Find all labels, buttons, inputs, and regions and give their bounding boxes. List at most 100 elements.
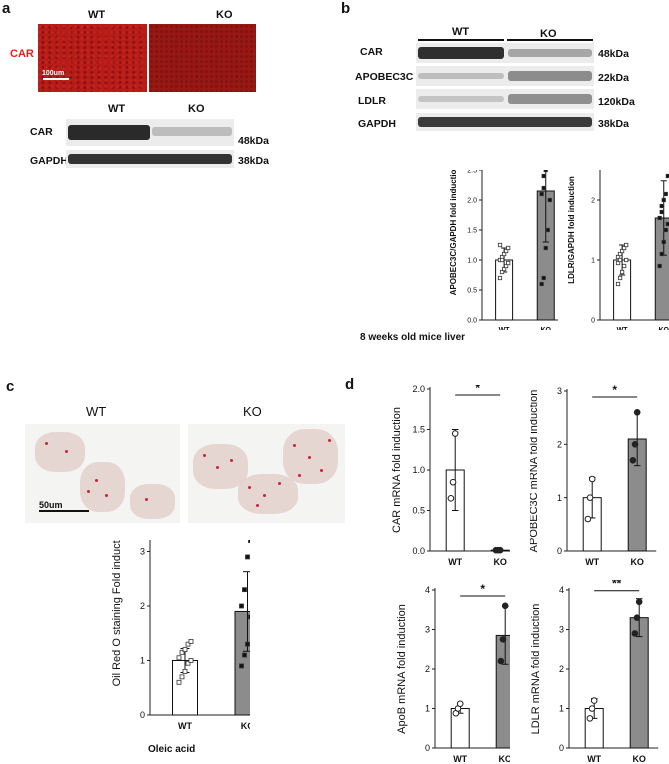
stain-wt-label: WT [88, 9, 106, 21]
x-tick-label-ko: KO [659, 327, 669, 330]
data-point [185, 660, 191, 666]
data-point [624, 257, 629, 263]
y-axis-label: APOBEC3C/GAPDH fold induction [449, 170, 458, 295]
y-tick-label: 3 [140, 547, 145, 557]
data-point [496, 546, 504, 554]
blot-a-gapdh-strip [66, 150, 234, 168]
data-point [590, 697, 598, 704]
y-tick-label: 2.0 [467, 197, 477, 204]
chart-apobec3c-gapdh: 0.00.51.01.52.02.53.0WTKO***APOBEC3C/GAP… [449, 170, 558, 330]
y-tick-label: 2 [557, 439, 562, 449]
y-tick-label: 0 [557, 546, 562, 556]
data-point [248, 614, 250, 620]
x-tick-label-wt: WT [499, 327, 511, 330]
x-tick-label-ko: KO [630, 557, 644, 567]
data-point [506, 245, 511, 251]
blot-b-row-label-gapdh: GAPDH [358, 118, 396, 130]
data-point [622, 263, 627, 269]
blot-b-ko-label: KO [540, 28, 557, 40]
blot-a-car-strip [66, 119, 234, 146]
data-point [185, 641, 191, 647]
blot-b-row-label-car: CAR [360, 46, 383, 58]
x-tick-label-ko: KO [241, 721, 250, 731]
y-axis-label: ApoB mRNA fold induction [396, 604, 408, 734]
x-tick-label-wt: WT [617, 327, 629, 330]
car-stain-ko-image [149, 24, 256, 92]
x-tick-label-ko: KO [493, 557, 507, 567]
y-tick-label: 0.5 [467, 287, 477, 294]
significance-label: * [475, 385, 480, 395]
y-tick-label: 3 [557, 386, 562, 396]
scale-bar-c [39, 510, 89, 512]
oil-red-o-wt-image: 50um [25, 424, 180, 523]
data-point [451, 430, 459, 437]
y-tick-label: 2 [559, 664, 564, 674]
panel-b-caption: 8 weeks old mice liver [360, 332, 466, 343]
x-tick-label-ko: KO [632, 754, 646, 764]
data-point [182, 668, 188, 674]
y-tick-label: 1.5 [467, 227, 477, 234]
y-tick-label: 3 [559, 625, 564, 635]
x-tick-label-wt: WT [448, 557, 462, 567]
data-point [176, 655, 182, 661]
chart-car-gapdh: 0.000.250.500.751.001.251.50WTKO***CAR/G… [318, 170, 430, 330]
scale-bar-c-label: 50um [39, 500, 63, 510]
blot-b-gapdh-strip [416, 113, 594, 131]
blot-b-ko-bar [507, 39, 593, 41]
blot-b-car-strip [416, 43, 594, 63]
data-point [239, 663, 244, 669]
x-tick-label-wt: WT [587, 754, 601, 764]
x-tick-label-ko: KO [541, 327, 552, 330]
data-point [245, 641, 250, 647]
data-point [449, 478, 457, 486]
data-point [501, 602, 509, 610]
data-point [617, 257, 623, 263]
significance-label: * [612, 385, 617, 397]
data-point [245, 554, 250, 560]
x-tick-label-wt: WT [178, 721, 192, 731]
data-point [456, 700, 464, 708]
y-tick-label: 2 [140, 601, 145, 611]
y-tick-label: 1 [591, 257, 595, 264]
data-point [586, 715, 594, 722]
y-tick-label: 0 [140, 710, 145, 720]
y-tick-label: 2.5 [467, 170, 477, 174]
data-point [543, 170, 548, 173]
car-stain-label: CAR [10, 48, 34, 60]
x-tick-label-ko: KO [498, 754, 510, 764]
y-tick-label: 3 [425, 625, 430, 635]
data-point [659, 203, 664, 209]
y-axis-label: APOBEC3C mRNA fold induction [530, 390, 540, 553]
data-point [447, 495, 455, 502]
data-point [497, 275, 503, 281]
blot-a-wt-label: WT [108, 103, 126, 115]
y-axis-label: Oil Red O staining Fold induction [111, 540, 123, 686]
data-point [188, 658, 194, 663]
y-tick-label: 0 [559, 743, 564, 753]
data-point [541, 275, 546, 281]
data-point [239, 603, 244, 609]
y-tick-label: 4 [425, 585, 430, 595]
y-tick-label: 0.5 [412, 506, 425, 516]
data-point [659, 209, 664, 215]
blot-b-kda-gapdh: 38kDa [598, 118, 629, 130]
chart-apobec3c-mrna: 0 1 2 3 WT KO * APOBEC3C mRNA fold induction [530, 385, 657, 567]
data-point [663, 191, 668, 197]
blot-b-wt-bar [418, 39, 504, 41]
data-point [663, 227, 668, 233]
data-point [586, 494, 594, 501]
data-point [506, 260, 511, 266]
y-tick-label: 2.0 [412, 385, 425, 394]
chart-apob-mrna: 0 1 2 3 4 WT KO * ApoB mRNA fold induction [396, 582, 510, 764]
bar-ko [654, 217, 669, 321]
data-point [661, 239, 666, 245]
blot-a-row-label-car: CAR [30, 126, 53, 138]
data-point [176, 679, 182, 685]
y-tick-label: 1.0 [467, 257, 477, 264]
data-point [617, 275, 623, 281]
photo-ko-label: KO [243, 404, 262, 419]
panel-label-c: c [6, 378, 15, 395]
panel-label-a: a [2, 0, 11, 17]
data-point [539, 281, 544, 287]
chart-car-mrna: 0.0 0.5 1.0 1.5 2.0 WT KO * CAR mRNA fold induct… [391, 385, 510, 567]
